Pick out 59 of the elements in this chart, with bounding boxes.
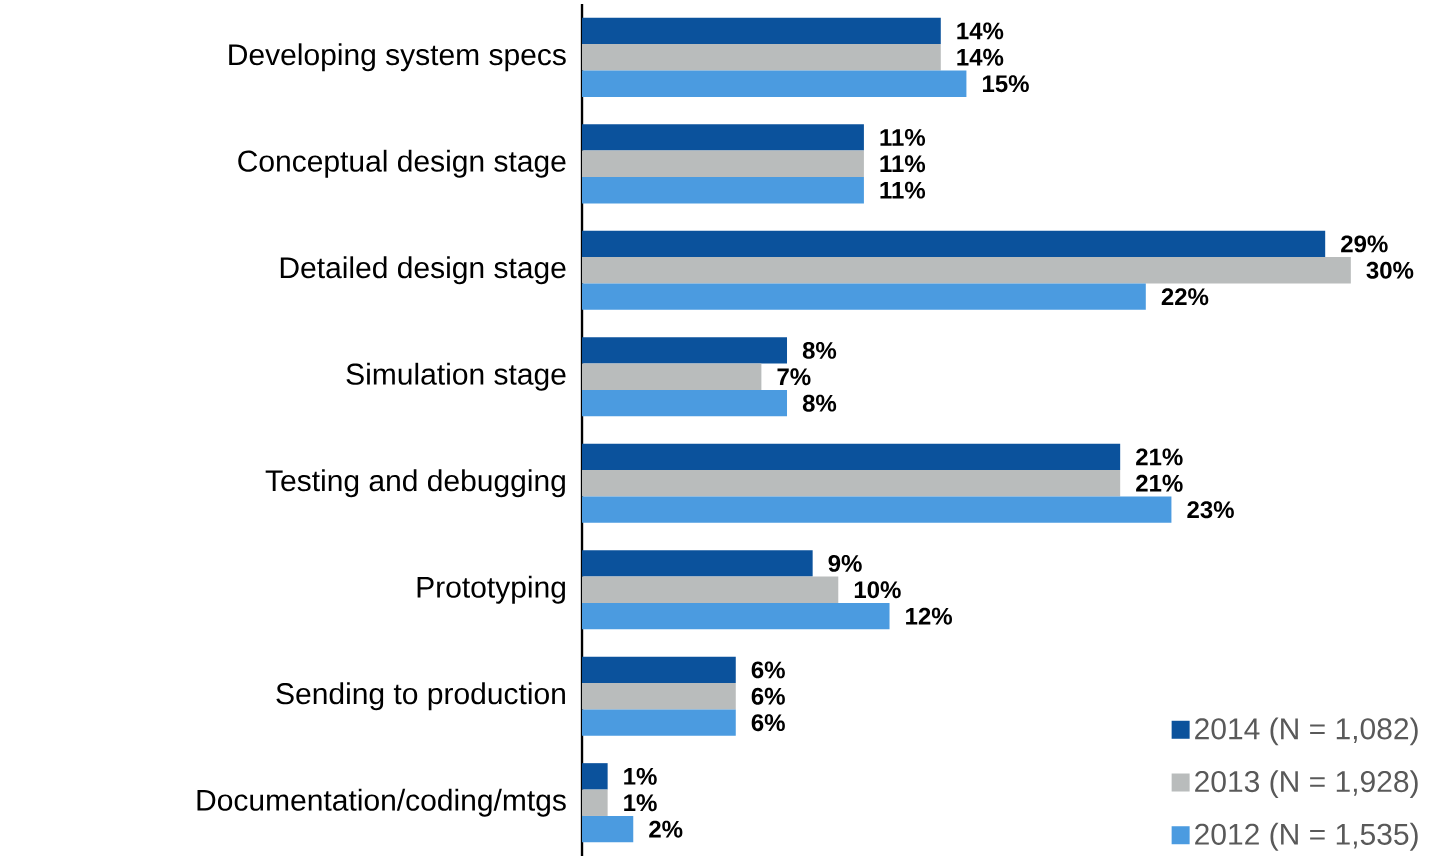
- bar: [582, 602, 890, 630]
- bar: [582, 470, 1121, 497]
- data-label: 11%: [880, 155, 926, 173]
- data-label: 14%: [957, 48, 1004, 66]
- data-label: 6%: [751, 687, 785, 705]
- bar: [582, 257, 1351, 284]
- y-tick-label: Conceptual design stage: [238, 149, 566, 178]
- legend-label: 2012 (N = 1,535): [1195, 822, 1418, 851]
- y-tick-label: Prototyping: [417, 575, 565, 604]
- y-tick-label: Detailed design stage: [280, 256, 566, 285]
- data-label: 6%: [751, 661, 785, 679]
- bar: [582, 576, 839, 603]
- y-tick-label: Developing system specs: [229, 43, 566, 72]
- data-label: 23%: [1187, 501, 1234, 519]
- data-label: 21%: [1136, 474, 1183, 492]
- bar: [582, 656, 736, 684]
- bar: [582, 389, 788, 417]
- y-tick-label: Testing and debugging: [265, 469, 565, 498]
- bar: [582, 496, 1172, 523]
- data-label: 15%: [982, 75, 1029, 93]
- bar: [582, 709, 736, 736]
- data-label: 1%: [624, 767, 657, 785]
- data-label: 22%: [1161, 288, 1209, 306]
- data-label: 11%: [880, 181, 926, 199]
- data-label: 8%: [802, 341, 837, 359]
- data-label: 6%: [751, 714, 785, 732]
- legend-label: 2014 (N = 1,082): [1195, 717, 1418, 746]
- bar: [582, 230, 1326, 258]
- bar: [582, 283, 1146, 310]
- y-tick-label: Documentation/coding/mtgs: [197, 788, 566, 817]
- data-label: 2%: [649, 820, 683, 838]
- data-label: 7%: [777, 368, 811, 386]
- data-label: 9%: [828, 554, 862, 572]
- bar: [582, 17, 941, 45]
- bar: [582, 176, 864, 204]
- data-label: 14%: [957, 22, 1004, 40]
- bar: [582, 550, 813, 577]
- bar: [582, 124, 864, 151]
- bar: [582, 789, 608, 816]
- data-label: 1%: [624, 794, 657, 812]
- data-label: 10%: [854, 581, 901, 599]
- bar: [582, 443, 1121, 471]
- bar: [582, 150, 864, 177]
- bar: [582, 44, 941, 71]
- bar: [582, 337, 788, 364]
- bar: [582, 763, 608, 790]
- y-tick-label: Sending to production: [276, 682, 565, 711]
- data-label: 12%: [906, 607, 952, 625]
- data-label: 11%: [880, 128, 926, 146]
- bar: [582, 683, 736, 710]
- legend-label: 2013 (N = 1,928): [1195, 770, 1418, 799]
- bar: [582, 815, 634, 843]
- data-label: 21%: [1136, 448, 1183, 466]
- data-label: 8%: [802, 394, 837, 412]
- data-label: 30%: [1366, 261, 1414, 279]
- bar: [582, 363, 762, 390]
- y-tick-label: Simulation stage: [346, 362, 566, 391]
- data-label: 29%: [1341, 235, 1388, 253]
- bar: [582, 70, 967, 97]
